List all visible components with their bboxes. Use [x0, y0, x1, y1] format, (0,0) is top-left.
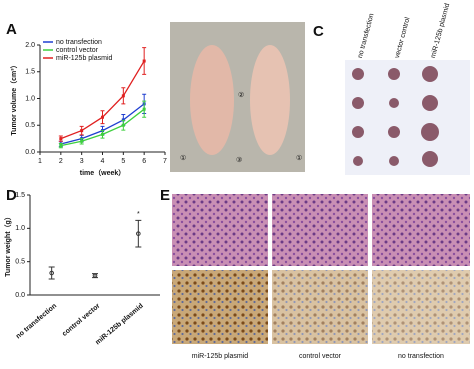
error-bar: [48, 266, 55, 280]
mouse: [190, 45, 234, 155]
tumor-photo: [345, 60, 470, 175]
he-stain: [272, 194, 368, 266]
column-label: vector control: [394, 16, 412, 59]
marker: ①: [180, 154, 186, 162]
point: [101, 115, 104, 119]
column-label: miR-125b plasmid: [430, 3, 451, 59]
point: [121, 118, 125, 122]
column-label: control vector: [299, 353, 342, 360]
y-tick-label: 0.5: [15, 259, 25, 266]
y-tick-label: 1.5: [25, 69, 35, 76]
x-tick-label: 3: [80, 158, 84, 165]
marker: ②: [238, 91, 244, 99]
y-tick-label: 0.0: [25, 149, 35, 156]
y-axis-label: Tumor volume（cm³）: [10, 61, 18, 135]
x-axis-label: time（week）: [80, 169, 126, 177]
x-tick-label: control vector: [61, 302, 101, 338]
legend-label: no transfection: [56, 39, 102, 46]
legend-label: miR-125b plasmid: [56, 55, 113, 62]
panel-label: A: [6, 21, 17, 38]
panel-label: C: [313, 23, 324, 40]
x-tick-label: 2: [59, 158, 63, 165]
he-stain: [372, 194, 470, 266]
column-label: no transfection: [357, 13, 376, 59]
column-label: no transfection: [398, 353, 444, 360]
panel-label: E: [160, 187, 170, 204]
x-tick-label: 7: [163, 158, 167, 165]
point: [121, 94, 125, 98]
point: [136, 231, 141, 236]
point: [49, 270, 54, 276]
x-tick-label: miR-125b plasmid: [94, 303, 144, 347]
x-tick-label: no transfection: [15, 303, 58, 341]
marker: ③: [236, 156, 242, 164]
y-tick-label: 0.5: [25, 122, 35, 129]
ihc-stain: [372, 270, 470, 344]
x-tick-label: 1: [38, 158, 42, 165]
y-axis-label: Tumor weight（g）: [4, 213, 12, 277]
y-tick-label: 2.0: [25, 42, 35, 49]
point: [101, 132, 104, 136]
error-bar: [135, 219, 142, 248]
y-tick-label: 0.0: [15, 292, 25, 299]
y-tick-label: 1.0: [25, 95, 35, 102]
x-tick-label: 5: [121, 158, 125, 165]
point: [80, 139, 84, 143]
x-tick-label: 4: [101, 158, 105, 165]
annotation: *: [137, 211, 140, 218]
marker: ①: [296, 154, 302, 162]
y-tick-label: 1.0: [15, 225, 25, 232]
column-label: miR-125b plasmid: [192, 353, 249, 360]
point: [59, 137, 63, 141]
point: [92, 273, 98, 278]
y-tick-label: 1.5: [15, 192, 25, 199]
point: [142, 59, 146, 63]
point: [142, 107, 146, 111]
he-stain: [172, 194, 268, 266]
ihc-stain: [272, 270, 368, 344]
point: [59, 144, 63, 148]
ihc-stain: [172, 270, 268, 344]
tumors: [352, 66, 439, 167]
x-tick-label: 6: [142, 158, 146, 165]
point: [121, 123, 125, 127]
mouse: [250, 45, 290, 155]
legend-label: control vector: [56, 47, 99, 54]
panel-label: D: [6, 187, 17, 204]
point: [80, 129, 84, 133]
